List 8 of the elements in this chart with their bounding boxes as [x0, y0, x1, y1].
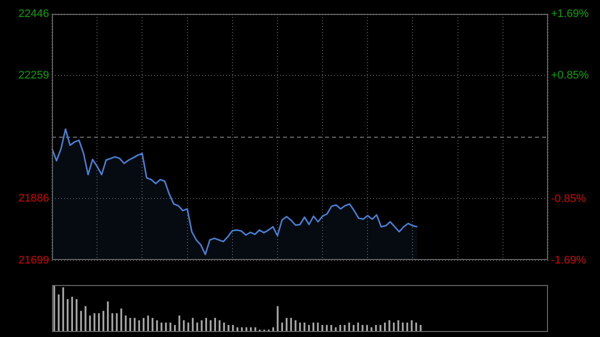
- y-tick-label: 22259: [18, 70, 49, 82]
- y2-tick-label: +1.69%: [551, 8, 589, 20]
- y-tick-label: 21699: [18, 254, 49, 266]
- y2-tick-label: +0.85%: [551, 69, 589, 82]
- y-tick-label: 21886: [18, 192, 49, 205]
- y2-tick-label: -1.69%: [551, 254, 586, 266]
- y-tick-label: 22446: [18, 8, 49, 20]
- y2-tick-label: -0.85%: [551, 193, 586, 206]
